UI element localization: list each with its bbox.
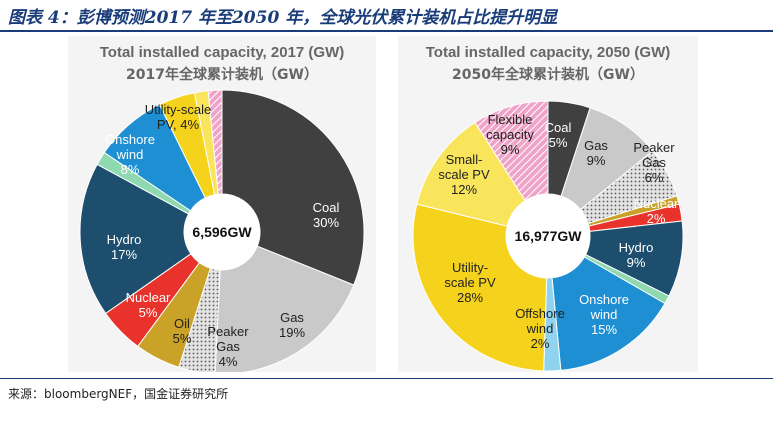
slice-label-peaker-gas: Peaker Gas 6% [633, 140, 675, 185]
source-note: 来源：bloombergNEF，国金证券研究所 [8, 387, 229, 401]
slice-label-oil: Oil 5% [173, 316, 192, 346]
chart-panel-2050: 16,977GW Coal 5% Gas 9% Peaker Gas 6% Nuclear 2% H… [398, 36, 698, 372]
donut-chart-2050: 16,977GW Coal 5% Gas 9% Peaker Gas 6% Nuclear 2% H… [412, 100, 684, 372]
slice-label-onshore-wind: Onshore wind 15% [579, 292, 629, 337]
chart-title-2017: Total installed capacity, 2017 (GW) [99, 44, 345, 61]
title-divider [0, 30, 773, 32]
figure-title: 图表 4：彭博预测2017 年至2050 年，全球光伏累计装机占比提升明显 [8, 8, 558, 28]
slice-label-utility-scale-pv: Utility-scale PV, 4% [145, 102, 211, 132]
center-total-label: 6,596GW [192, 224, 252, 240]
slice-label-gas: Gas 19% [279, 310, 305, 340]
slice-label-hydro: Hydro 9% [619, 240, 654, 270]
chart-panel-2017: 6,596GW Coal 30% Gas 19% Peaker Gas 4% Oil 5% Nucl… [68, 36, 376, 372]
slice-label-nuclear: Nuclear 2% [634, 196, 679, 226]
chart-subtitle-2050: 2050年全球累计装机（GW） [452, 67, 644, 83]
slice-label-peaker-gas: Peaker Gas 4% [207, 324, 249, 369]
slice-label-nuclear: Nuclear 5% [126, 290, 171, 320]
donut-chart-2017: 6,596GW Coal 30% Gas 19% Peaker Gas 4% Oil 5%Nucl… [79, 89, 365, 372]
slice-label-utility-scale-pv: Utility-scale PV 28% [444, 260, 496, 305]
slice-label-hydro: Hydro 17% [107, 232, 142, 262]
slice-label-gas: Gas 9% [584, 138, 608, 168]
chart-title-2050: Total installed capacity, 2050 (GW) [425, 44, 671, 61]
slice-label-offshore-wind: Offshore wind 2% [515, 306, 565, 351]
slice-label-small-scale-pv: Small-scale PV 12% [438, 152, 490, 197]
center-total-label: 16,977GW [515, 228, 583, 244]
slice-label-flexible-capacity: Flexible capacity 9% [486, 112, 534, 157]
slice-label-onshore-wind: Onshore wind 8% [105, 132, 155, 177]
source-divider [0, 378, 773, 379]
slice-label-coal: Coal 30% [313, 200, 340, 230]
chart-subtitle-2017: 2017年全球累计装机（GW） [126, 67, 318, 83]
slice-label-coal: Coal 5% [545, 120, 572, 150]
